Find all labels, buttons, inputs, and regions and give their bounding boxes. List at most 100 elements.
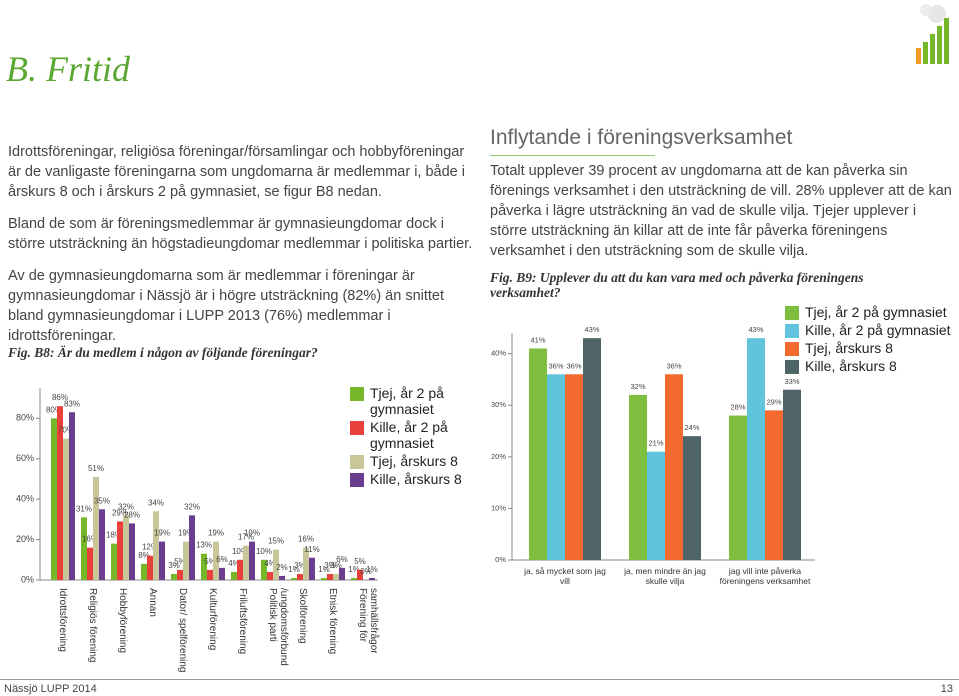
bar	[547, 374, 565, 560]
value-label: 83%	[64, 399, 80, 408]
value-label: 18%	[106, 531, 122, 540]
x-tick-label: Kulturförening	[207, 588, 218, 651]
value-label: 21%	[648, 439, 663, 448]
value-label: 41%	[530, 335, 545, 344]
legend: Tjej, år 2 på gymnasiet Kille, år 2 på gy…	[350, 385, 475, 489]
value-label: 3%	[330, 561, 342, 570]
bar	[213, 541, 219, 580]
value-label: 13%	[196, 541, 212, 550]
legend-label: Tjej, årskurs 8	[805, 340, 893, 356]
legend-label: Tjej, årskurs 8	[370, 453, 458, 469]
y-tick-label: 30%	[491, 400, 506, 409]
heading-rule	[490, 155, 655, 156]
bar	[683, 436, 701, 560]
value-label: 35%	[94, 496, 110, 505]
bar	[747, 338, 765, 560]
bar	[321, 577, 327, 580]
bar	[129, 523, 135, 580]
x-tick-label: Friluftsförening	[237, 588, 248, 655]
bar	[339, 567, 345, 580]
bar	[87, 547, 93, 580]
legend-swatch	[785, 342, 799, 356]
value-label: 86%	[52, 393, 68, 402]
bar	[297, 573, 303, 580]
x-tick-label: Politisk parti /ungdomsförbund	[267, 588, 289, 666]
value-label: 36%	[666, 361, 681, 370]
value-label: 70%	[58, 426, 74, 435]
bar	[565, 374, 583, 560]
value-label: 16%	[298, 535, 314, 544]
x-tick-label: jag vill inte påverka föreningens verksa…	[719, 566, 811, 586]
bar	[303, 547, 309, 580]
bar	[249, 541, 255, 580]
legend-item: Tjej, årskurs 8	[785, 340, 955, 356]
value-label: 8%	[138, 551, 150, 560]
value-label: 6%	[336, 555, 348, 564]
legend-label: Kille, år 2 på gymnasiet	[805, 322, 951, 338]
legend-label: Kille, år 2 på gymnasiet	[370, 419, 448, 451]
bar	[647, 451, 665, 560]
x-tick-label: Förening för samhällsfrågor	[357, 588, 379, 654]
bar	[729, 415, 747, 560]
bar	[159, 541, 165, 580]
value-label: 0%	[360, 567, 372, 576]
y-tick-label: 10%	[491, 503, 506, 512]
value-label: 6%	[216, 555, 228, 564]
value-label: 43%	[748, 325, 763, 334]
bar	[327, 573, 333, 580]
bar	[51, 418, 57, 580]
value-label: 36%	[566, 361, 581, 370]
x-tick-label: Etnisk förening	[327, 588, 338, 655]
value-label: 51%	[88, 464, 104, 473]
footer-rule	[0, 679, 959, 680]
y-tick-label: 0%	[495, 555, 506, 564]
value-label: 12%	[142, 543, 158, 552]
value-label: 32%	[118, 502, 134, 511]
value-label: 4%	[264, 559, 276, 568]
bar	[219, 567, 225, 580]
bar	[189, 515, 195, 580]
y-tick-label: 80%	[16, 413, 34, 423]
value-label: 3%	[168, 561, 180, 570]
y-tick-label: 40%	[491, 349, 506, 358]
value-label: 43%	[584, 325, 599, 334]
bar	[57, 406, 63, 580]
legend-swatch	[350, 455, 364, 469]
bar	[273, 549, 279, 580]
bar	[63, 438, 69, 580]
bar	[171, 573, 177, 580]
value-label: 5%	[204, 557, 216, 566]
bar	[237, 559, 243, 580]
legend: Tjej, år 2 på gymnasiet Kille, år 2 på gy…	[785, 304, 955, 376]
value-label: 29%	[766, 397, 781, 406]
page-title: B. Fritid	[6, 49, 130, 89]
paragraph: Idrottsföreningar, religiösa föreningar/…	[8, 144, 465, 200]
bar	[357, 569, 363, 580]
value-label: 3%	[294, 561, 306, 570]
legend-swatch	[350, 473, 364, 487]
bar	[141, 563, 147, 580]
value-label: 31%	[76, 504, 92, 513]
x-tick-label: Skolförening	[297, 588, 308, 644]
value-label: 5%	[354, 557, 366, 566]
x-tick-label: Annan	[147, 588, 158, 617]
bar	[665, 374, 683, 560]
bar	[183, 541, 189, 580]
legend-swatch	[785, 324, 799, 338]
bar	[123, 515, 129, 580]
bar	[201, 553, 207, 580]
y-tick-label: 20%	[491, 452, 506, 461]
bar	[147, 555, 153, 580]
left-text: Idrottsföreningar, religiösa föreningar/…	[8, 142, 476, 358]
paragraph: Av de gymnasieungdomarna som är medlemma…	[8, 268, 445, 344]
figure-caption: Fig. B9: Upplever du att du kan vara med…	[490, 270, 864, 300]
bar	[351, 577, 357, 580]
bar	[279, 575, 285, 580]
bar	[117, 521, 123, 580]
y-tick-label: 60%	[16, 453, 34, 463]
value-label: 32%	[184, 502, 200, 511]
paragraph: Bland de som är föreningsmedlemmar är gy…	[8, 216, 473, 252]
value-label: 15%	[268, 537, 284, 546]
bar	[99, 509, 105, 580]
